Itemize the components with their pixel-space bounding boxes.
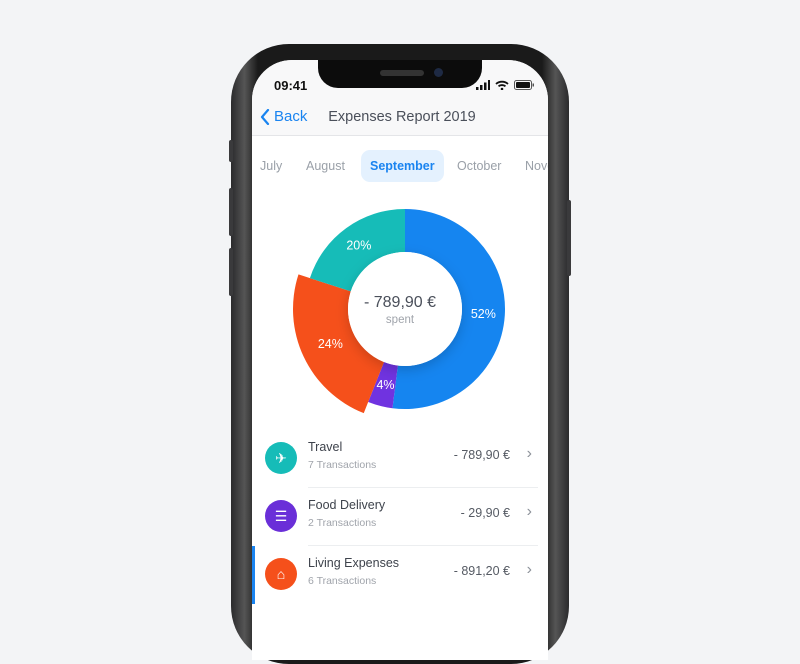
mute-switch <box>229 140 233 162</box>
tab-october[interactable]: October <box>457 159 502 173</box>
status-time: 09:41 <box>274 78 308 93</box>
camera <box>434 68 443 77</box>
speaker <box>380 70 424 76</box>
category-name: Travel <box>308 440 343 454</box>
back-button[interactable]: Back <box>260 108 307 125</box>
transaction-count: 2 Transactions <box>308 517 377 529</box>
transaction-count: 6 Transactions <box>308 575 377 587</box>
app-screen: 09:41 Back Expenses Report 2019 July Aug… <box>252 60 548 660</box>
category-name: Living Expenses <box>308 556 400 570</box>
airplane-icon: ✈ <box>265 442 297 474</box>
category-row-living-expenses[interactable]: ⌂ Living Expenses 6 Transactions - 891,20 €… <box>252 546 548 604</box>
signal-icon <box>476 80 490 90</box>
tab-july[interactable]: July <box>260 159 283 173</box>
slice-label: 52% <box>471 307 496 321</box>
donut-slice[interactable] <box>368 361 398 409</box>
category-name: Food Delivery <box>308 498 386 512</box>
total-spent-amount: - 789,90 € <box>363 294 437 311</box>
expense-donut-chart: 52% 4% 24% 20% <box>293 209 506 414</box>
transaction-count: 7 Transactions <box>308 459 377 471</box>
category-amount: - 29,90 € <box>460 506 510 520</box>
chevron-left-icon <box>260 108 270 125</box>
category-row-travel[interactable]: ✈ Travel 7 Transactions - 789,90 € › <box>252 430 548 488</box>
status-icons <box>476 80 534 90</box>
month-tabs: July August September October Nove <box>252 150 548 182</box>
donut-slice[interactable] <box>293 274 385 414</box>
chevron-right-icon: › <box>526 445 532 462</box>
total-spent-label: spent <box>385 314 415 326</box>
tab-november[interactable]: Nove <box>525 159 548 173</box>
slice-label: 4% <box>376 378 394 392</box>
slice-label: 20% <box>346 238 371 252</box>
wifi-icon <box>495 80 509 90</box>
category-amount: - 789,90 € <box>453 448 510 462</box>
slice-label: 24% <box>318 337 343 351</box>
house-icon: ⌂ <box>265 558 297 590</box>
donut-slice[interactable] <box>392 209 506 409</box>
burger-icon: ☰ <box>265 500 297 532</box>
battery-icon <box>514 80 534 90</box>
power-button <box>567 200 571 276</box>
back-label: Back <box>274 108 308 125</box>
category-amount: - 891,20 € <box>453 564 510 578</box>
tab-september[interactable]: September <box>361 150 444 182</box>
donut-center <box>348 252 462 366</box>
divider <box>308 487 538 488</box>
page-title: Expenses Report 2019 <box>328 109 476 125</box>
divider <box>308 545 538 546</box>
category-row-food-delivery[interactable]: ☰ Food Delivery 2 Transactions - 29,90 € › <box>252 488 548 546</box>
notch <box>318 60 482 88</box>
volume-down-button <box>229 248 233 296</box>
tab-august[interactable]: August <box>306 159 345 173</box>
donut-slice[interactable] <box>309 209 405 292</box>
selected-indicator <box>252 546 255 604</box>
chevron-right-icon: › <box>526 503 532 520</box>
chevron-right-icon: › <box>526 561 532 578</box>
volume-up-button <box>229 188 233 236</box>
